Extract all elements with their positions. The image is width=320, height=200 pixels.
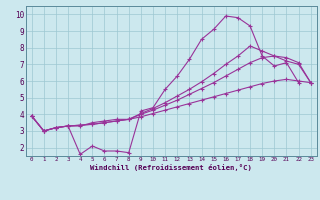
X-axis label: Windchill (Refroidissement éolien,°C): Windchill (Refroidissement éolien,°C) (90, 164, 252, 171)
